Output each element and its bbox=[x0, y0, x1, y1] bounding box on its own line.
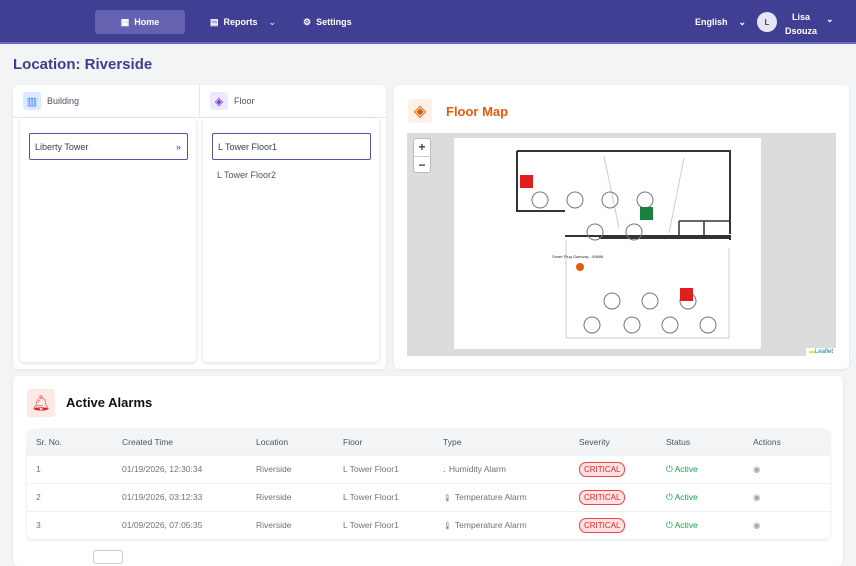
floor-item-selected[interactable]: L Tower Floor1 bbox=[212, 133, 371, 160]
col-severity: Severity bbox=[570, 429, 657, 455]
sr-no: 2 bbox=[27, 482, 113, 511]
alarms-table: Sr. No. Created Time Location Floor Type… bbox=[27, 429, 830, 539]
table-row: 3 01/09/2026, 07:05:35 Riverside L Tower… bbox=[27, 510, 830, 539]
created-time: 01/09/2026, 07:05:35 bbox=[113, 510, 247, 539]
view-icon[interactable]: ◉ bbox=[753, 519, 761, 530]
bell-icon: 🔔︎ bbox=[27, 389, 55, 417]
building-item[interactable]: Liberty Tower» bbox=[29, 133, 188, 160]
building-list: Liberty Tower» bbox=[20, 118, 196, 362]
device-marker[interactable] bbox=[640, 207, 653, 220]
nav-settings[interactable]: ⚙ Settings bbox=[303, 16, 352, 28]
status-icon: ⏻ bbox=[666, 491, 675, 502]
zoom-out-button[interactable]: − bbox=[418, 158, 426, 172]
nav-reports[interactable]: ▤ Reports ⌄ bbox=[210, 16, 277, 28]
location: Riverside bbox=[247, 454, 334, 483]
severity-badge: CRITICAL bbox=[579, 518, 626, 534]
thermometer-icon: 🌡︎ bbox=[443, 523, 452, 531]
created-time: 01/19/2026, 12:30:34 bbox=[113, 454, 247, 483]
gateway-marker[interactable] bbox=[576, 263, 584, 271]
floor-map-title: Floor Map bbox=[446, 104, 509, 119]
chevron-down-icon[interactable]: ⌄ bbox=[826, 14, 834, 24]
avatar[interactable]: L bbox=[757, 12, 777, 32]
actions: ◉ bbox=[744, 510, 830, 539]
severity: CRITICAL bbox=[570, 454, 657, 483]
alarm-marker[interactable] bbox=[520, 175, 533, 188]
layers-icon: ◈ bbox=[210, 92, 228, 110]
col-actions: Actions bbox=[744, 429, 830, 455]
floor-map-card: ◈ Floor Map + − Smart Plug Gateway - 896… bbox=[394, 85, 849, 369]
location: Riverside bbox=[247, 510, 334, 539]
created-time: 01/19/2026, 03:12:33 bbox=[113, 482, 247, 511]
severity: CRITICAL bbox=[570, 482, 657, 511]
floor: L Tower Floor1 bbox=[334, 482, 434, 511]
floor: L Tower Floor1 bbox=[334, 510, 434, 539]
flag-icon: ▬ bbox=[808, 349, 815, 355]
floor-plan-image: Smart Plug Gateway - 89686 bbox=[454, 138, 761, 349]
location: Riverside bbox=[247, 482, 334, 511]
status-icon: ⏻ bbox=[666, 519, 675, 530]
actions: ◉ bbox=[744, 454, 830, 483]
status-icon: ⏻ bbox=[666, 463, 675, 474]
rows-per-page-select[interactable] bbox=[93, 550, 123, 564]
gear-icon: ⚙ bbox=[303, 16, 312, 27]
droplet-icon: 💧︎ bbox=[443, 466, 446, 474]
chevron-down-icon: ⌄ bbox=[268, 16, 277, 27]
col-floor: Floor bbox=[334, 429, 434, 455]
floor-item[interactable]: L Tower Floor2 bbox=[217, 170, 277, 180]
tab-floor[interactable]: ◈ Floor bbox=[200, 85, 386, 118]
type: 🌡︎ Temperature Alarm bbox=[434, 482, 570, 511]
thermometer-icon: 🌡︎ bbox=[443, 495, 452, 502]
col-status: Status bbox=[657, 429, 744, 455]
document-icon: ▤ bbox=[210, 16, 219, 27]
actions: ◉ bbox=[744, 482, 830, 511]
page-title: Location: Riverside bbox=[13, 56, 153, 73]
language-select[interactable]: English ⌄ bbox=[695, 16, 747, 28]
layers-icon: ◈ bbox=[408, 99, 432, 123]
nav-home[interactable]: ▦ Home bbox=[95, 10, 185, 34]
grid-icon: ▦ bbox=[120, 16, 130, 27]
leaflet-attribution[interactable]: ▬Leaflet bbox=[805, 348, 836, 356]
alarm-marker[interactable] bbox=[680, 288, 693, 301]
alarms-title: Active Alarms bbox=[66, 395, 153, 410]
view-icon[interactable]: ◉ bbox=[753, 491, 761, 502]
status: ⏻ Active bbox=[657, 510, 744, 539]
col-created: Created Time bbox=[113, 429, 247, 455]
status: ⏻ Active bbox=[657, 454, 744, 483]
status: ⏻ Active bbox=[657, 482, 744, 511]
gateway-label: Smart Plug Gateway - 89686 bbox=[552, 254, 604, 259]
severity: CRITICAL bbox=[570, 510, 657, 539]
building-icon: ▥ bbox=[23, 92, 41, 110]
map-viewport[interactable]: + − Smart Plug Gateway - 89686 ▬Leaflet bbox=[407, 133, 836, 356]
zoom-in-button[interactable]: + bbox=[414, 139, 430, 157]
col-type: Type bbox=[434, 429, 570, 455]
sr-no: 1 bbox=[27, 454, 113, 483]
col-location: Location bbox=[247, 429, 334, 455]
user-menu[interactable]: Lisa Dsouza bbox=[785, 12, 818, 36]
chevron-right-icon: » bbox=[175, 141, 181, 152]
col-sr: Sr. No. bbox=[27, 429, 113, 455]
view-icon[interactable]: ◉ bbox=[753, 463, 761, 474]
chevron-down-icon: ⌄ bbox=[738, 16, 747, 27]
floor: L Tower Floor1 bbox=[334, 454, 434, 483]
table-row: 2 01/19/2026, 03:12:33 Riverside L Tower… bbox=[27, 482, 830, 511]
top-nav: ▦ Home ▤ Reports ⌄ ⚙ Settings English ⌄ L Lis… bbox=[0, 0, 856, 44]
severity-badge: CRITICAL bbox=[579, 490, 626, 505]
tab-building[interactable]: ▥ Building bbox=[13, 85, 200, 118]
table-row: 1 01/19/2026, 12:30:34 Riverside L Tower… bbox=[27, 454, 830, 483]
severity-badge: CRITICAL bbox=[579, 462, 626, 477]
type: 💧︎ Humidity Alarm bbox=[434, 454, 570, 483]
floor-list: L Tower Floor1 L Tower Floor2 bbox=[203, 118, 379, 362]
sr-no: 3 bbox=[27, 510, 113, 539]
type: 🌡︎ Temperature Alarm bbox=[434, 510, 570, 539]
